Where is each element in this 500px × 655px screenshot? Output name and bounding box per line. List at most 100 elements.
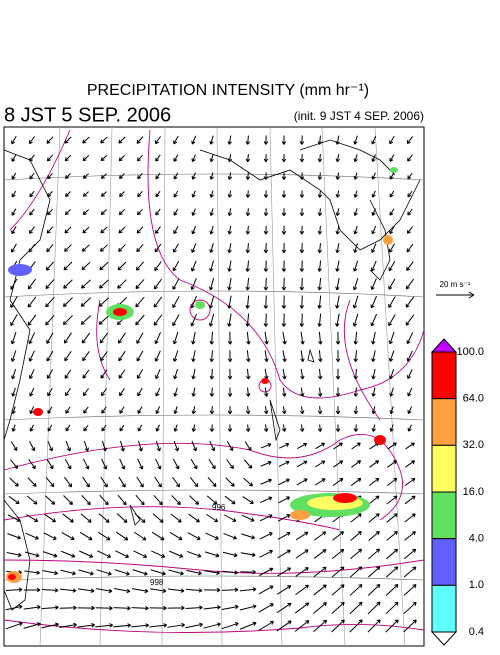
wind-arrow	[63, 495, 73, 505]
wind-arrow	[371, 387, 376, 397]
wind-arrow	[169, 550, 184, 558]
wind-arrow	[389, 226, 395, 235]
wind-arrow	[295, 602, 310, 614]
wind-arrow	[172, 314, 180, 327]
wind-arrow	[82, 226, 90, 234]
colorbar-label: 4.0	[469, 533, 484, 545]
wind-arrow	[173, 226, 179, 235]
wind-arrow	[263, 313, 269, 327]
wind-arrow	[331, 548, 345, 560]
wind-arrow	[335, 154, 340, 163]
wind-arrow	[332, 478, 344, 486]
wind-arrow	[185, 588, 203, 593]
wind-arrow	[385, 619, 399, 633]
wind-arrow	[151, 531, 165, 541]
wind-arrow	[185, 622, 203, 629]
wind-arrow	[132, 569, 148, 576]
wind-arrow	[44, 513, 56, 523]
wind-arrow	[367, 584, 381, 596]
wind-arrow	[203, 587, 221, 593]
wind-arrow	[170, 513, 182, 523]
wind-arrow	[80, 297, 92, 307]
wind-arrow	[227, 135, 232, 145]
wind-arrow	[99, 332, 109, 344]
wind-arrow	[245, 190, 251, 198]
wind-arrow	[227, 406, 233, 415]
wind-arrow	[297, 442, 308, 449]
wind-arrow	[137, 191, 143, 198]
wind-arrow	[245, 387, 251, 397]
wind-arrow	[173, 135, 179, 145]
wind-arrow	[135, 279, 145, 290]
wind-arrow	[406, 261, 414, 271]
wind-arrow	[83, 424, 89, 432]
wind-arrow	[101, 458, 108, 470]
wind-arrow	[349, 619, 363, 633]
wind-arrow	[209, 406, 215, 415]
wind-arrow	[335, 295, 340, 309]
wind-arrow	[407, 154, 413, 162]
wind-arrow	[240, 569, 256, 575]
wind-arrow	[227, 350, 233, 363]
wind-arrow	[353, 406, 359, 415]
wind-arrow	[370, 313, 378, 327]
wind-arrow	[154, 243, 162, 253]
wind-arrow	[281, 313, 287, 327]
wind-arrow	[388, 260, 396, 272]
wind-arrow	[77, 623, 95, 628]
wind-arrow	[350, 513, 362, 523]
colorbar-box	[431, 584, 457, 633]
wind-arrow	[209, 260, 214, 272]
wind-arrow	[46, 136, 54, 144]
wind-arrow	[281, 424, 287, 432]
wind-arrow	[10, 441, 18, 451]
wind-arrow	[10, 296, 18, 309]
wind-arrow	[98, 315, 110, 325]
wind-arrow	[82, 388, 90, 397]
wind-arrow	[405, 442, 415, 450]
wind-arrow	[29, 208, 35, 216]
wind-arrow	[371, 243, 377, 253]
wind-arrow	[296, 460, 308, 468]
wind-arrow	[241, 533, 256, 540]
wind-arrow	[263, 277, 269, 291]
wind-arrow	[204, 551, 220, 558]
wind-arrow	[149, 605, 167, 611]
wind-arrow	[367, 566, 381, 578]
wind-arrow	[173, 424, 178, 432]
wind-arrow	[45, 314, 55, 326]
wind-arrow	[407, 406, 413, 414]
wind-arrow	[371, 172, 376, 180]
wind-arrow	[353, 154, 358, 163]
wind-arrow	[405, 314, 415, 326]
wind-arrow	[28, 136, 36, 145]
wind-arrow	[239, 604, 257, 611]
wind-arrow	[335, 313, 340, 327]
wind-arrow	[26, 495, 38, 505]
wind-arrow	[278, 478, 290, 486]
wind-arrow	[186, 550, 202, 558]
colorbar-under	[430, 631, 458, 646]
wind-arrow	[64, 226, 72, 234]
wind-arrow	[64, 154, 72, 162]
wind-arrow	[263, 172, 269, 180]
wind-arrow	[299, 135, 305, 145]
wind-arrow	[137, 406, 143, 414]
wind-arrow	[185, 605, 203, 610]
wind-arrow	[8, 495, 20, 505]
wind-arrow	[407, 387, 413, 397]
wind-arrow	[10, 350, 17, 362]
wind-arrow	[317, 190, 323, 198]
wind-arrow	[227, 424, 233, 432]
wind-arrow	[118, 208, 126, 216]
wind-arrow	[10, 314, 18, 327]
wind-arrow	[27, 477, 37, 487]
wind-arrow	[169, 531, 183, 541]
wind-arrow	[23, 605, 41, 610]
wind-arrow	[259, 532, 273, 540]
wind-arrow	[295, 549, 309, 559]
wind-arrow	[371, 190, 376, 198]
wind-arrow	[258, 620, 274, 631]
wind-arrow	[100, 191, 107, 197]
wind-arrow	[246, 368, 251, 380]
